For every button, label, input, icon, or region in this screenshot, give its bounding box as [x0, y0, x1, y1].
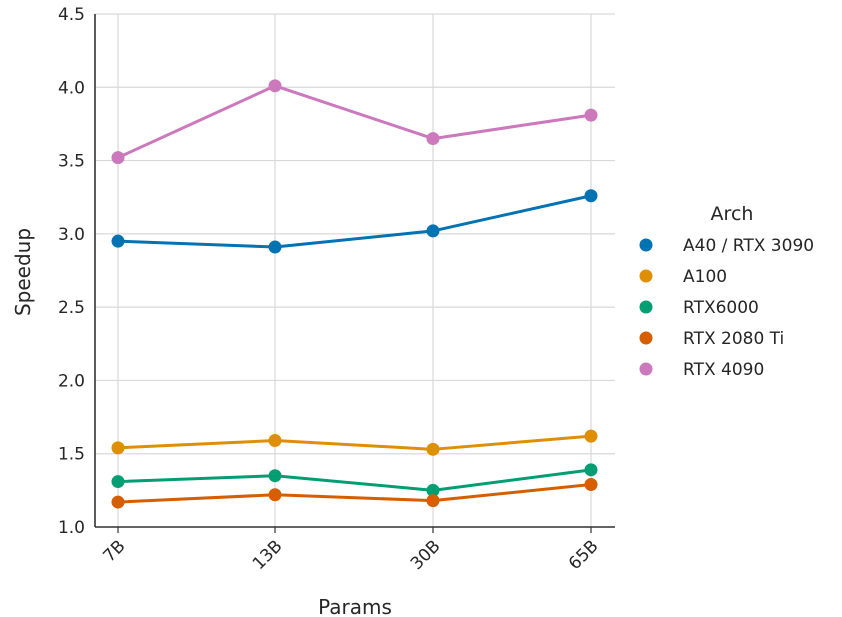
legend: Arch A40 / RTX 3090 A100 RTX6000 RTX 2080 T… — [639, 203, 814, 380]
data-point — [111, 495, 125, 509]
y-tick-label: 3.5 — [58, 152, 85, 172]
x-tick-label: 30B — [407, 536, 445, 574]
legend-label: RTX 4090 — [683, 360, 764, 380]
series-0 — [111, 189, 598, 254]
series-group — [111, 79, 598, 509]
data-point — [584, 189, 598, 203]
data-point — [426, 494, 440, 508]
series-line — [117, 84, 592, 160]
data-point — [111, 441, 125, 455]
legend-label: A40 / RTX 3090 — [683, 236, 814, 256]
series-line — [117, 468, 592, 492]
series-line — [117, 434, 592, 451]
series-4 — [111, 79, 598, 165]
data-point — [268, 469, 282, 483]
series-3 — [111, 477, 598, 509]
legend-marker — [639, 269, 653, 283]
y-tick-label: 1.5 — [58, 445, 85, 465]
series-1 — [111, 429, 598, 456]
data-point — [268, 488, 282, 502]
y-tick-label: 2.5 — [58, 298, 85, 318]
axes — [94, 14, 615, 528]
x-tick-label: 7B — [99, 536, 129, 566]
data-point — [426, 483, 440, 497]
data-point — [584, 108, 598, 122]
y-tick-label: 3.0 — [58, 225, 85, 245]
series-2 — [111, 463, 598, 497]
legend-label: RTX6000 — [683, 298, 759, 318]
y-axis-label: Speedup — [11, 228, 35, 316]
x-tick-label: 65B — [565, 536, 603, 574]
legend-marker — [639, 238, 653, 252]
legend-marker — [639, 331, 653, 345]
data-point — [268, 434, 282, 448]
legend-title: Arch — [711, 203, 754, 225]
legend-label: RTX 2080 Ti — [683, 329, 784, 349]
legend-marker — [639, 362, 653, 376]
y-tick-label: 4.5 — [58, 5, 85, 25]
y-tick-label: 2.0 — [58, 371, 85, 391]
legend-marker — [639, 300, 653, 314]
y-tick-label: 1.0 — [58, 518, 85, 538]
data-point — [584, 463, 598, 477]
x-ticks: 7B 13B 30B 65B — [99, 527, 603, 574]
data-point — [268, 79, 282, 93]
data-point — [584, 429, 598, 443]
data-point — [111, 151, 125, 165]
y-tick-label: 4.0 — [58, 78, 85, 98]
y-ticks: 1.0 1.5 2.0 2.5 3.0 3.5 4.0 4.5 — [58, 5, 85, 538]
data-point — [268, 240, 282, 254]
data-point — [426, 442, 440, 456]
series-line — [117, 483, 592, 504]
legend-label: A100 — [683, 267, 727, 287]
data-point — [111, 475, 125, 489]
data-point — [584, 477, 598, 491]
grid — [95, 13, 615, 528]
x-tick-label: 13B — [249, 536, 287, 574]
data-point — [426, 224, 440, 238]
series-line — [117, 194, 592, 249]
data-point — [426, 132, 440, 146]
data-point — [111, 234, 125, 248]
x-axis-label: Params — [318, 595, 392, 617]
